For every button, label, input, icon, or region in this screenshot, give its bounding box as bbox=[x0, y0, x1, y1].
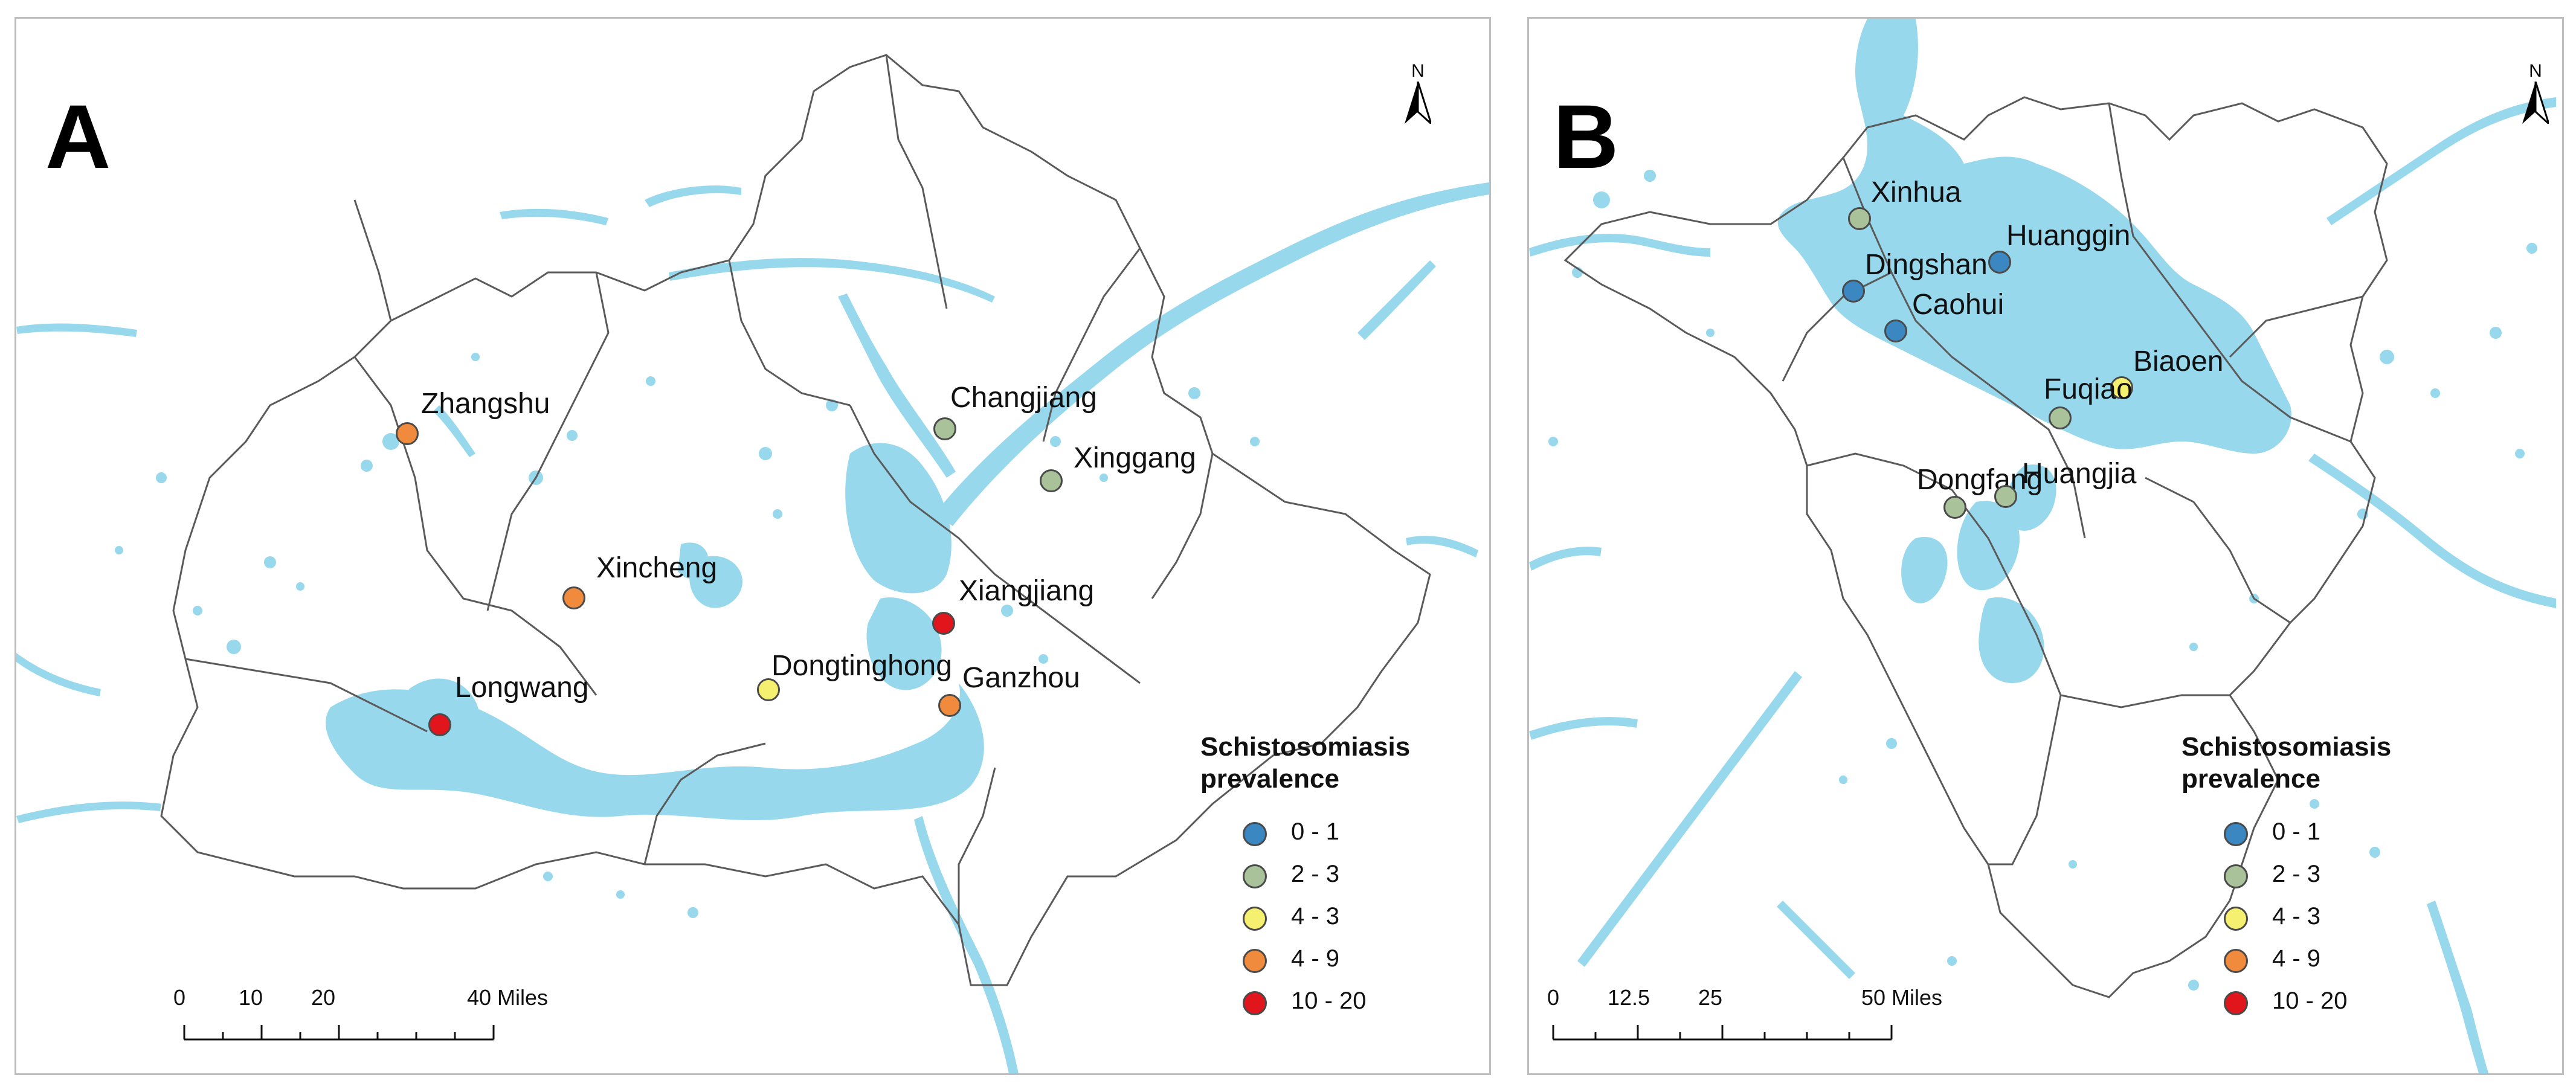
legend-swatch bbox=[2224, 948, 2248, 973]
scale-label: 25 bbox=[1698, 985, 1723, 1010]
site-marker bbox=[933, 417, 956, 440]
site-marker bbox=[1994, 485, 2017, 508]
scale-ruler bbox=[1552, 1025, 1893, 1041]
legend-label: 4 - 9 bbox=[1291, 945, 1340, 972]
site-marker bbox=[1943, 496, 1966, 519]
scale-bar-b: 0 12.5 25 50 Miles bbox=[1547, 985, 1942, 1052]
legend-label: 2 - 3 bbox=[2272, 860, 2321, 887]
legend-item: 0 - 1 bbox=[2182, 815, 2391, 857]
site-label: Biaoen bbox=[2133, 345, 2224, 377]
site-label: Huanggin bbox=[2006, 220, 2131, 252]
site-label: Dongtinghong bbox=[771, 650, 952, 682]
site-label: Xinhua bbox=[1871, 176, 1962, 208]
site-label: Zhangshu bbox=[421, 388, 550, 420]
legend-label: 0 - 1 bbox=[2272, 818, 2321, 845]
north-arrow-icon bbox=[1405, 82, 1431, 124]
north-arrow-b: N bbox=[2517, 61, 2554, 127]
legend-item: 10 - 20 bbox=[1200, 984, 1410, 1026]
legend-swatch bbox=[2224, 991, 2248, 1015]
legend-b: Schistosomiasis prevalence 0 - 1 2 - 3 4… bbox=[2182, 731, 2391, 1026]
map-panel-b: B N Xinhua Huanggin Dingshan Caohui Biao… bbox=[1527, 17, 2564, 1075]
site-marker bbox=[1884, 320, 1907, 342]
legend-label: 4 - 3 bbox=[1291, 902, 1340, 930]
legend-label: 10 - 20 bbox=[2272, 987, 2348, 1014]
site-marker bbox=[1040, 469, 1063, 492]
legend-swatch bbox=[1243, 864, 1267, 888]
scale-label: 40 Miles bbox=[467, 985, 549, 1010]
site-label: Dingshan bbox=[1865, 249, 1988, 281]
site-marker bbox=[938, 694, 961, 717]
scale-label: 10 bbox=[239, 985, 263, 1010]
scale-label: 0 bbox=[1547, 985, 1560, 1010]
legend-item: 10 - 20 bbox=[2182, 984, 2391, 1026]
legend-item: 2 - 3 bbox=[1200, 857, 1410, 899]
site-marker bbox=[562, 586, 585, 609]
panel-label-b: B bbox=[1553, 86, 1619, 187]
legend-swatch bbox=[1243, 948, 1267, 973]
legend-swatch bbox=[2224, 821, 2248, 846]
scale-label: 0 bbox=[173, 985, 186, 1010]
legend-swatch bbox=[2224, 864, 2248, 888]
legend-title: Schistosomiasis prevalence bbox=[1200, 732, 1411, 794]
site-label: Xinggang bbox=[1074, 442, 1196, 474]
site-marker bbox=[1848, 207, 1871, 230]
site-label: Fuqiao bbox=[2044, 373, 2133, 405]
legend-label: 4 - 9 bbox=[2272, 945, 2321, 972]
legend-item: 4 - 3 bbox=[2182, 899, 2391, 942]
north-arrow-icon bbox=[2522, 82, 2549, 124]
north-arrow-a: N bbox=[1400, 61, 1436, 127]
site-marker bbox=[757, 678, 780, 701]
map-a-basemap bbox=[16, 54, 1489, 1073]
legend-title: Schistosomiasis prevalence bbox=[2182, 732, 2392, 794]
site-marker bbox=[932, 612, 955, 635]
legend-swatch bbox=[2224, 906, 2248, 931]
site-label: Xiangjiang bbox=[959, 575, 1095, 607]
site-label: Changjiang bbox=[950, 382, 1097, 414]
map-b-basemap bbox=[1529, 19, 2556, 1073]
legend-item: 4 - 9 bbox=[1200, 942, 1410, 984]
legend-item: 2 - 3 bbox=[2182, 857, 2391, 899]
legend-a: Schistosomiasis prevalence 0 - 1 2 - 3 4… bbox=[1200, 731, 1410, 1026]
legend-swatch bbox=[1243, 821, 1267, 846]
legend-swatch bbox=[1243, 991, 1267, 1015]
legend-label: 0 - 1 bbox=[1291, 818, 1340, 845]
scale-ruler bbox=[183, 1025, 495, 1041]
scale-label: 50 Miles bbox=[1861, 985, 1943, 1010]
site-label: Caohui bbox=[1912, 289, 2004, 321]
scale-label: 12.5 bbox=[1608, 985, 1650, 1010]
legend-item: 4 - 9 bbox=[2182, 942, 2391, 984]
site-label: Ganzhou bbox=[962, 662, 1080, 694]
site-marker bbox=[396, 422, 419, 445]
north-label: N bbox=[1411, 61, 1425, 81]
site-label: Xincheng bbox=[596, 552, 718, 584]
panel-label-a: A bbox=[45, 86, 111, 187]
site-marker bbox=[2110, 376, 2133, 399]
legend-label: 4 - 3 bbox=[2272, 902, 2321, 930]
scale-label: 20 bbox=[311, 985, 336, 1010]
site-marker bbox=[1988, 251, 2011, 274]
map-panel-a: A N Zhangshu Changjiang Xinggang Xinchen… bbox=[14, 17, 1491, 1075]
site-label: Longwang bbox=[455, 672, 589, 704]
north-label: N bbox=[2529, 61, 2542, 81]
site-label: Huangjia bbox=[2022, 458, 2137, 490]
site-marker bbox=[2049, 406, 2072, 429]
legend-swatch bbox=[1243, 906, 1267, 931]
legend-item: 4 - 3 bbox=[1200, 899, 1410, 942]
site-marker bbox=[1842, 280, 1865, 303]
legend-item: 0 - 1 bbox=[1200, 815, 1410, 857]
legend-label: 10 - 20 bbox=[1291, 987, 1367, 1014]
legend-label: 2 - 3 bbox=[1291, 860, 1340, 887]
site-label: Dongfang bbox=[1917, 464, 2043, 496]
scale-bar-a: 0 10 20 40 Miles bbox=[173, 985, 548, 1052]
site-marker bbox=[428, 713, 451, 736]
